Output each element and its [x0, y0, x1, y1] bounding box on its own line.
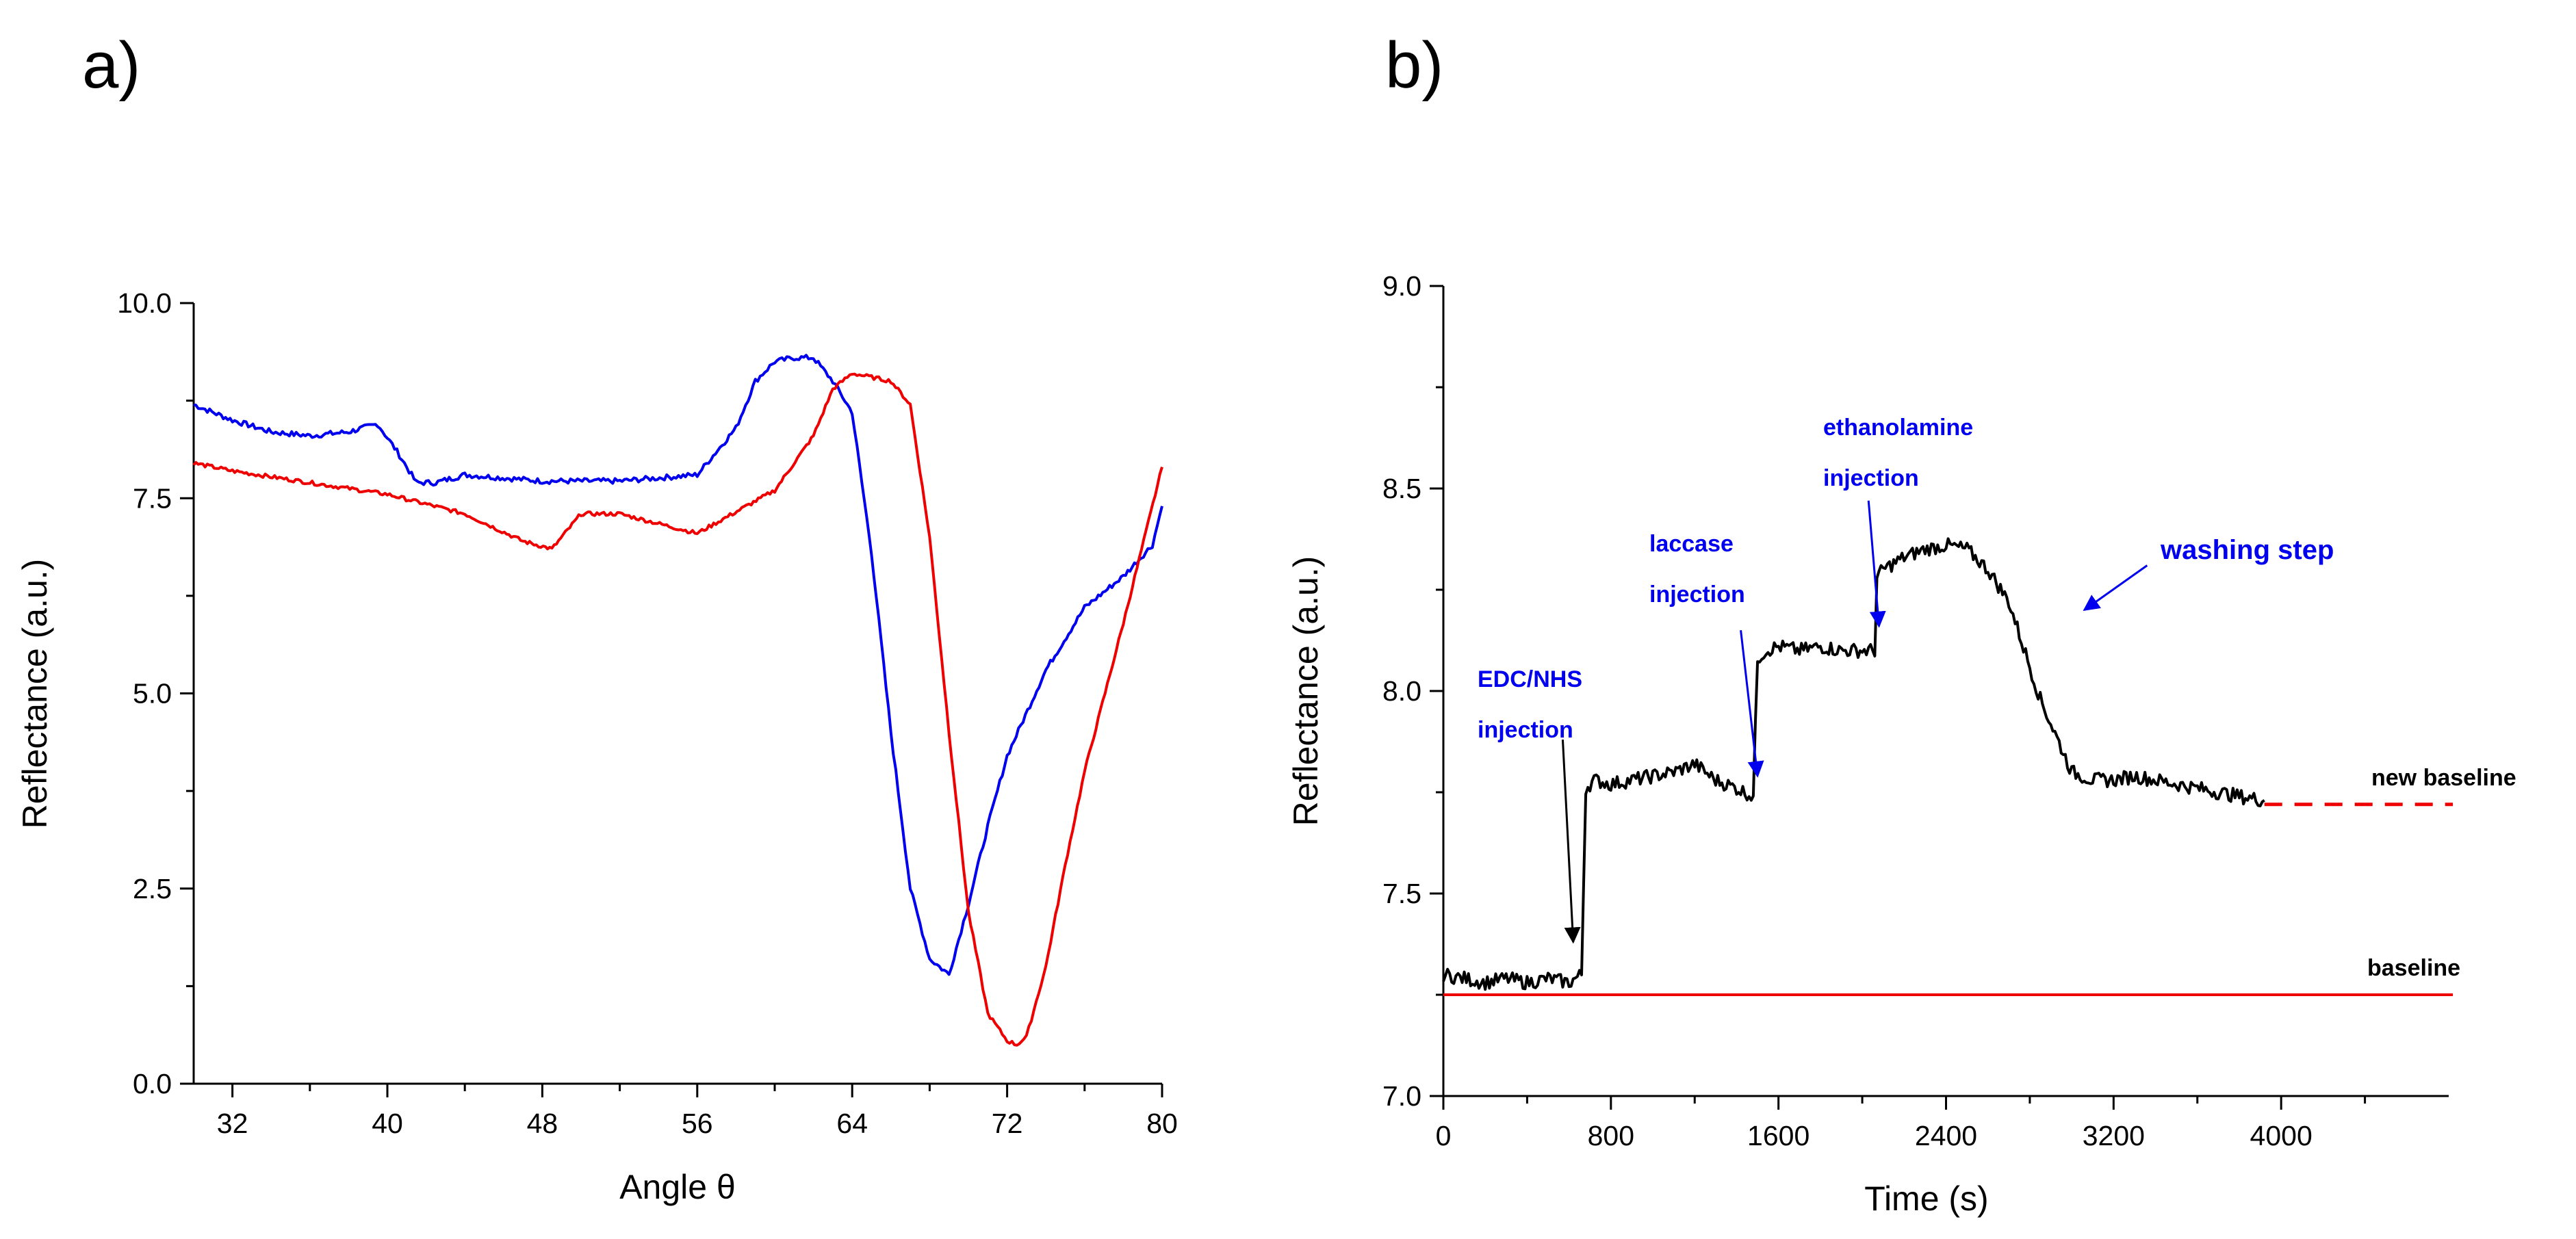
chart-b-x-axis-title: Time (s) — [1864, 1179, 1988, 1218]
chart-b-annotation-label: injection — [1823, 465, 1919, 491]
chart-b-annotation-arrow — [2083, 564, 2148, 611]
chart-a: 32 40 48 56 64 72 80 0.0 2.5 5.0 7.5 10.0 — [117, 287, 1178, 1139]
chart-b-annotation-arrow — [1561, 739, 1581, 944]
chart-a-y-tick-label: 0.0 — [133, 1068, 172, 1099]
chart-a-series-red-curve — [192, 372, 1163, 1047]
chart-a-y-tick-label: 10.0 — [117, 287, 172, 319]
chart-a-x-tick-label: 48 — [527, 1108, 558, 1139]
chart-b-y-tick-label: 7.5 — [1382, 878, 1421, 909]
chart-a-x-tick-label: 56 — [682, 1108, 713, 1139]
chart-b-y-tick-label: 8.0 — [1382, 675, 1421, 707]
panel-a-label: a) — [82, 29, 140, 102]
chart-a-x-tick-label: 72 — [992, 1108, 1023, 1139]
chart-b-y-tick-label: 8.5 — [1382, 473, 1421, 504]
chart-a-x-tick-label: 40 — [372, 1108, 403, 1139]
chart-b-annotation-label: injection — [1478, 717, 1573, 743]
chart-b-annotation-label: ethanolamine — [1823, 415, 1973, 441]
chart-a-y-tick-label: 2.5 — [133, 873, 172, 904]
chart-b-annotation-arrow — [1740, 630, 1764, 778]
chart-b-annotation-label: EDC/NHS — [1478, 666, 1582, 692]
chart-b-x-tick-label: 2400 — [1915, 1120, 1977, 1151]
chart-a-y-tick-label: 5.0 — [133, 678, 172, 709]
chart-a-x-tick-label: 32 — [217, 1108, 248, 1139]
chart-b-annotation-label: washing step — [2160, 535, 2334, 565]
chart-b-annotation-label: baseline — [2367, 955, 2460, 981]
chart-b-annotation-label: injection — [1649, 582, 1745, 608]
chart-b-x-tick-label: 800 — [1588, 1120, 1634, 1151]
chart-a-series-blue-curve — [193, 354, 1163, 976]
chart-a-x-tick-label: 64 — [836, 1108, 868, 1139]
chart-b-series-signal — [1442, 537, 2265, 991]
chart-a-x-axis-title: Angle θ — [619, 1168, 736, 1206]
chart-a-y-axis-title: Reflectance (a.u.) — [16, 559, 54, 829]
chart-b-annotation-label: laccase — [1649, 531, 1734, 557]
chart-b-x-tick-label: 0 — [1436, 1120, 1452, 1151]
chart-b-x-tick-label: 3200 — [2083, 1120, 2145, 1151]
chart-b-y-tick-label: 9.0 — [1382, 270, 1421, 302]
panel-b-label: b) — [1385, 29, 1443, 102]
chart-a-x-tick-label: 80 — [1146, 1108, 1178, 1139]
chart-b-annotation-arrow — [1867, 500, 1886, 628]
chart-b-x-tick-label: 4000 — [2250, 1120, 2313, 1151]
chart-b-annotation-label: new baseline — [2371, 765, 2516, 791]
chart-b: 0 800 1600 2400 3200 4000 7.0 7.5 8.0 8.5 9.0 EDC/N… — [1382, 270, 2516, 1151]
chart-b-y-tick-label: 7.0 — [1382, 1080, 1421, 1112]
chart-a-y-tick-label: 7.5 — [133, 482, 172, 514]
chart-b-y-axis-title: Reflectance (a.u.) — [1287, 556, 1325, 826]
chart-b-x-tick-label: 1600 — [1747, 1120, 1809, 1151]
